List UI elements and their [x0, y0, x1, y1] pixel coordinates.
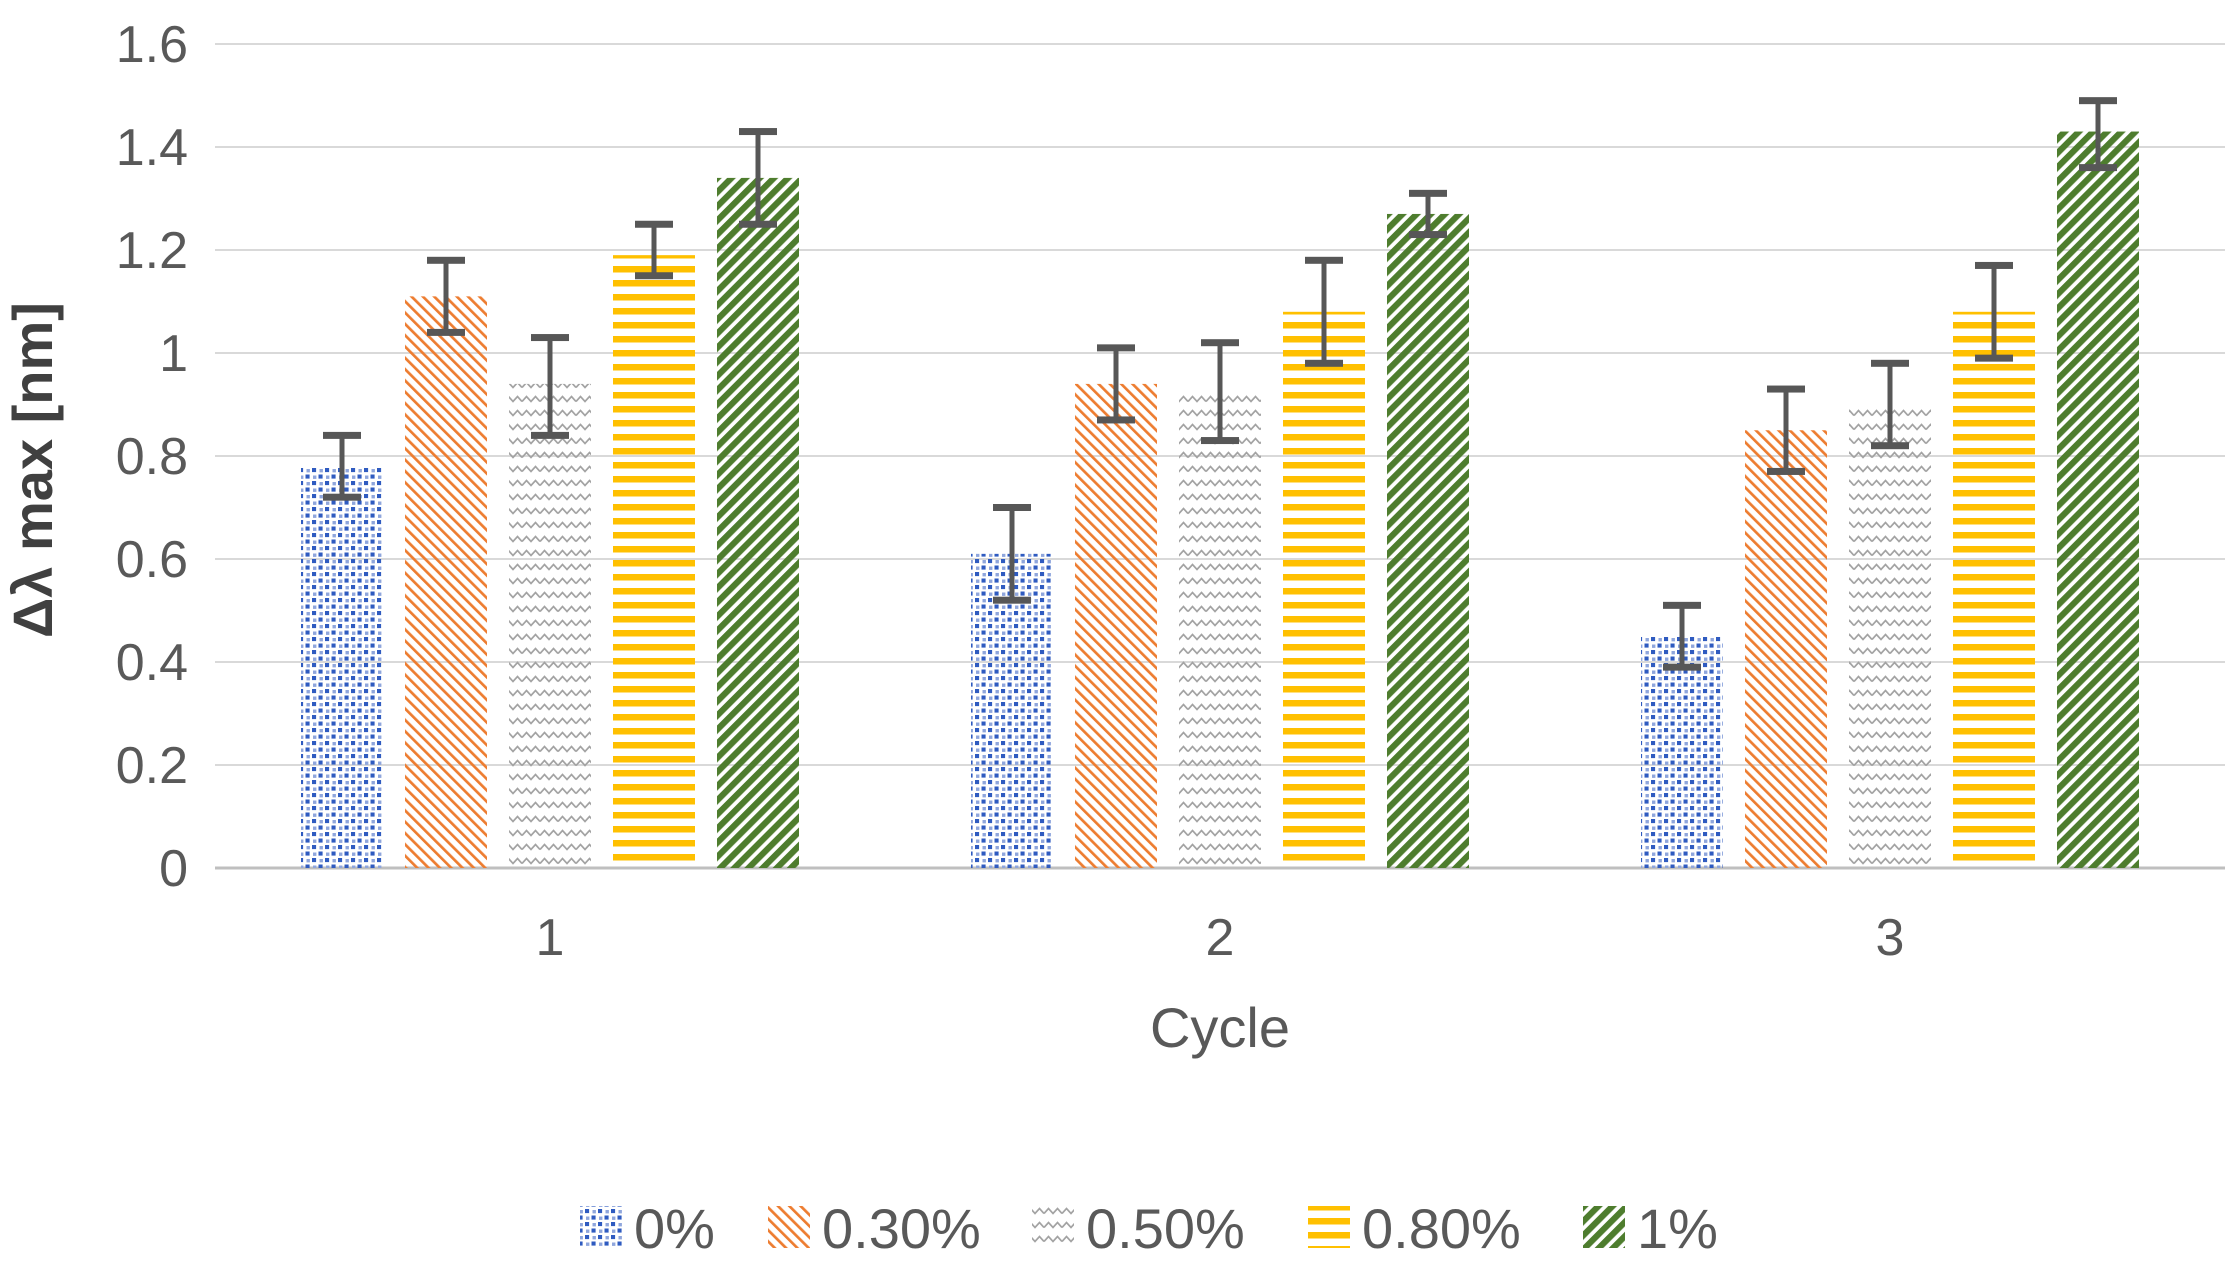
error-bar-0.30%-cycle-2 — [1097, 344, 1135, 424]
y-tick-label: 0.2 — [116, 737, 188, 795]
x-tick-label: 1 — [536, 909, 565, 967]
bar-1%-cycle-3 — [2057, 131, 2139, 869]
error-bar-1%-cycle-2 — [1409, 189, 1447, 239]
legend-label: 0.80% — [1362, 1197, 1521, 1260]
y-tick-label: 0.4 — [116, 634, 188, 692]
legend-swatch-horizontal-lines-icon — [1308, 1206, 1350, 1248]
error-bar-1%-cycle-1 — [739, 128, 777, 228]
y-tick-label: 0.6 — [116, 531, 188, 589]
bar-0%-cycle-3 — [1641, 636, 1723, 868]
legend-item-0.80%: 0.80% — [1308, 1197, 1521, 1260]
bar-1%-cycle-1 — [717, 177, 799, 868]
bar-0.50%-cycle-3 — [1849, 404, 1931, 868]
y-axis-title: Δλ max [nm] — [1, 302, 64, 638]
legend-item-0%: 0% — [580, 1197, 715, 1260]
error-bar-0.50%-cycle-2 — [1201, 339, 1239, 445]
legend-item-0.30%: 0.30% — [768, 1197, 981, 1260]
y-axis-tick-labels: 0 0.2 0.4 0.6 0.8 1 1.2 1.4 1.6 — [116, 16, 188, 898]
legend-label: 1% — [1637, 1197, 1718, 1260]
legend: 0% 0.30% 0.50% 0.80% 1% — [580, 1197, 1718, 1260]
y-tick-label: 1 — [159, 325, 188, 383]
bar-0.30%-cycle-2 — [1075, 383, 1157, 868]
error-bar-0.80%-cycle-3 — [1975, 261, 2013, 362]
legend-item-0.50%: 0.50% — [1032, 1197, 1245, 1260]
legend-label: 0% — [634, 1197, 715, 1260]
bar-0.30%-cycle-3 — [1745, 430, 1827, 868]
error-bar-0.50%-cycle-1 — [531, 334, 569, 439]
bar-0.80%-cycle-3 — [1953, 311, 2035, 868]
y-tick-label: 1.6 — [116, 16, 188, 74]
error-bar-0.30%-cycle-1 — [427, 256, 465, 336]
legend-label: 0.30% — [822, 1197, 981, 1260]
error-bar-0%-cycle-3 — [1663, 601, 1701, 671]
x-tick-label: 2 — [1206, 909, 1235, 967]
error-bar-0.50%-cycle-3 — [1871, 359, 1909, 450]
error-bar-0.80%-cycle-1 — [635, 220, 673, 280]
y-tick-label: 1.2 — [116, 222, 188, 280]
error-bar-1%-cycle-3 — [2079, 97, 2117, 172]
error-bar-0%-cycle-1 — [323, 431, 361, 501]
x-axis-title: Cycle — [1150, 996, 1290, 1059]
x-tick-label: 3 — [1876, 909, 1905, 967]
error-bar-0.30%-cycle-3 — [1767, 385, 1805, 475]
legend-swatch-zigzag-icon — [1032, 1206, 1074, 1248]
y-tick-label: 1.4 — [116, 119, 188, 177]
legend-item-1%: 1% — [1583, 1197, 1718, 1260]
legend-swatch-dots-icon — [580, 1206, 622, 1248]
y-tick-label: 0 — [159, 840, 188, 898]
x-axis-tick-labels: 1 2 3 — [536, 909, 1905, 967]
bar-0%-cycle-2 — [971, 553, 1053, 868]
bar-0.50%-cycle-2 — [1179, 394, 1261, 868]
bar-0%-cycle-1 — [301, 466, 383, 868]
bar-0.80%-cycle-1 — [613, 255, 695, 868]
bar-0.50%-cycle-1 — [509, 383, 591, 868]
error-bar-0.80%-cycle-2 — [1305, 256, 1343, 367]
error-bar-0%-cycle-2 — [993, 504, 1031, 604]
error-bars — [323, 97, 2117, 671]
y-tick-label: 0.8 — [116, 428, 188, 486]
bar-1%-cycle-2 — [1387, 213, 1469, 868]
bar-series — [301, 131, 2139, 869]
bar-0.30%-cycle-1 — [405, 296, 487, 869]
legend-swatch-diagonal-up-icon — [1583, 1206, 1625, 1248]
legend-label: 0.50% — [1086, 1197, 1245, 1260]
bar-0.80%-cycle-2 — [1283, 311, 1365, 868]
legend-swatch-diagonal-down-icon — [768, 1206, 810, 1248]
